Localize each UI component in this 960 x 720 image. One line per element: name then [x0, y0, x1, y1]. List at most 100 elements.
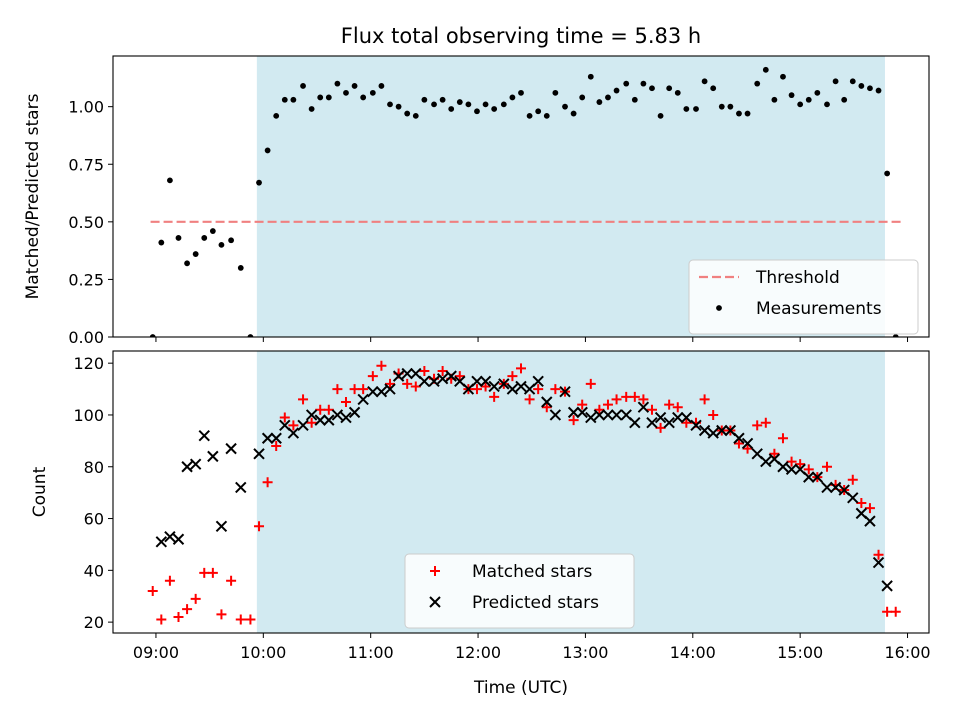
measurement-point: [858, 83, 865, 89]
measurement-point: [570, 110, 577, 117]
matched-stars-point: [454, 371, 465, 382]
measurement-point: [657, 112, 664, 119]
matched-stars-point: [786, 456, 797, 467]
predicted-stars-point: [418, 375, 431, 388]
measurement-point: [228, 237, 235, 244]
predicted-stars-point: [305, 409, 318, 421]
measurement-point: [421, 96, 428, 103]
matched-stars-point: [594, 404, 605, 415]
matched-stars-point: [629, 391, 640, 402]
measurement-point: [256, 179, 262, 186]
measurement-point: [247, 334, 254, 337]
matched-stars-point: [279, 412, 290, 423]
measurement-point: [167, 177, 173, 184]
matched-stars-point: [733, 438, 744, 449]
predicted-stars-point: [172, 533, 185, 545]
predicted-stars-point: [672, 411, 684, 424]
predicted-stars-point: [847, 492, 859, 504]
predicted-stars-point: [261, 432, 274, 444]
measurement-point: [674, 89, 681, 96]
matched-stars-point: [795, 459, 806, 470]
measurement-point: [378, 83, 385, 89]
predicted-stars-point: [663, 417, 675, 429]
matched-stars-point: [245, 614, 256, 625]
predicted-stars-point: [549, 409, 562, 421]
predicted-stars-point: [629, 417, 641, 429]
matched-stars-point: [385, 378, 396, 389]
y-tick-label: 120: [73, 354, 104, 373]
matched-stars-point: [271, 441, 282, 452]
matched-stars-point: [323, 404, 334, 415]
predicted-stars-point: [287, 427, 300, 439]
y-tick-label: 0.25: [68, 270, 104, 289]
measurement-point: [814, 89, 821, 96]
measurement-point: [360, 94, 367, 101]
measurement-point: [412, 112, 419, 119]
measurement-point: [754, 80, 761, 87]
measurement-point: [491, 106, 498, 112]
measurement-point: [683, 106, 690, 112]
measurement-point: [387, 101, 393, 108]
matched-stars-point: [890, 606, 901, 617]
measurement-point: [693, 106, 699, 112]
measurement-point: [218, 241, 225, 248]
predicted-stars-point: [253, 448, 265, 460]
measurement-point: [456, 99, 463, 105]
predicted-stars-point: [367, 385, 379, 398]
predicted-stars-point: [515, 380, 527, 393]
matched-stars-point: [864, 503, 875, 514]
measurement-point: [579, 94, 586, 101]
predicted-stars-point: [314, 414, 326, 426]
measurement-point: [281, 96, 288, 103]
measurement-point: [351, 83, 358, 89]
matched-stars-point: [367, 371, 378, 382]
predicted-stars-point: [498, 378, 510, 390]
measurement-point: [448, 106, 455, 112]
chart-title: Flux total observing time = 5.83 h: [341, 24, 701, 48]
legend-label: Measurements: [756, 299, 882, 319]
y-tick-label: 0.50: [68, 213, 104, 232]
predicted-stars-point: [445, 370, 457, 382]
matched-stars-point: [803, 464, 814, 475]
predicted-stars-point: [733, 432, 745, 444]
matched-stars-point: [585, 378, 596, 389]
x-tick-label: 12:00: [455, 643, 501, 662]
legend-box: [688, 259, 919, 335]
count-panel: 09:00 10:00 11:00 12:00 13:00 14:00 15:00 16:00…: [30, 350, 931, 662]
predicted-stars-point: [532, 375, 544, 388]
measurement-point: [788, 92, 795, 99]
y-axis-label: Count: [30, 466, 50, 517]
legend-label: Matched stars: [472, 562, 592, 582]
measurement-point: [867, 85, 873, 92]
predicted-stars-point: [690, 419, 702, 432]
y-tick-label: 1.00: [68, 98, 104, 117]
y-tick-label: 60: [84, 510, 104, 529]
matched-stars-point: [288, 420, 299, 431]
matched-stars-point: [147, 586, 158, 597]
measurement-point: [849, 78, 856, 85]
y-tick-label: 0.00: [68, 328, 104, 347]
matched-stars-point: [742, 443, 753, 454]
matched-stars-point: [190, 593, 201, 604]
predicted-stars-point: [436, 373, 449, 385]
matched-stars-point: [173, 611, 184, 622]
predicted-stars-point: [881, 580, 893, 592]
measurement-point: [395, 103, 402, 110]
y-tick-label: 40: [84, 561, 104, 580]
measurement-point: [308, 106, 315, 112]
data-marks: [147, 360, 901, 625]
matched-stars-point: [419, 365, 430, 376]
predicted-stars-point: [785, 463, 798, 476]
predicted-stars-point: [716, 424, 728, 437]
matched-stars-point: [882, 606, 893, 617]
matched-stars-point: [235, 614, 246, 625]
measurement-point: [605, 94, 611, 101]
predicted-stars-point: [215, 520, 228, 533]
matched-stars-point: [621, 391, 632, 402]
measurement-point: [649, 85, 655, 92]
matched-stars-point: [524, 394, 535, 405]
matched-stars-point: [332, 384, 343, 395]
measurement-point: [343, 89, 349, 96]
predicted-stars-point: [428, 375, 440, 388]
